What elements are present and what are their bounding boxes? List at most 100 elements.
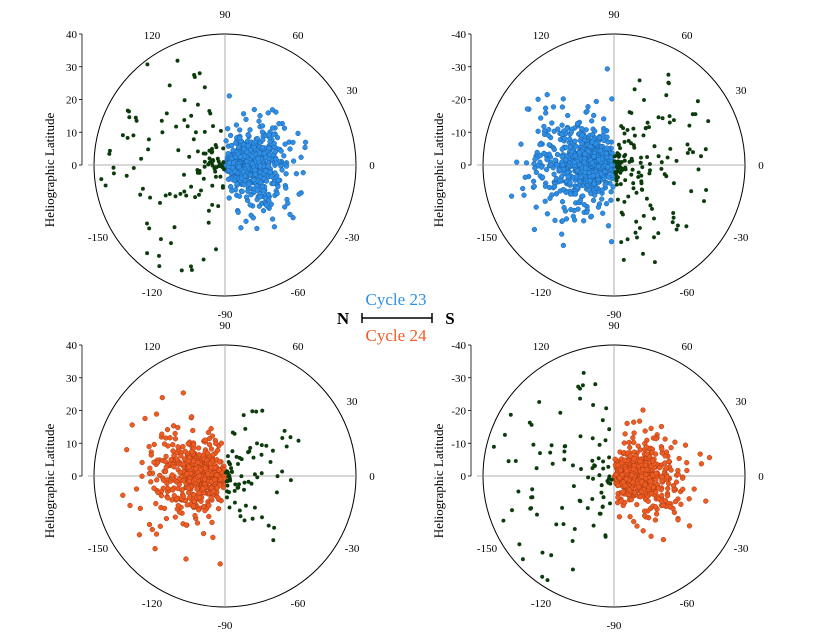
data-point-cycle23: [572, 191, 579, 197]
data-point-other: [211, 158, 216, 163]
data-point-other: [506, 459, 511, 464]
data-point-cycle23: [287, 146, 293, 152]
data-point-cycle24: [623, 476, 630, 482]
data-point-other: [647, 162, 652, 167]
data-point-cycle23: [259, 145, 266, 151]
data-point-other: [222, 167, 227, 172]
data-point-other: [591, 403, 596, 408]
data-point-cycle23: [571, 159, 577, 166]
data-point-other: [634, 235, 639, 240]
data-point-cycle23: [606, 174, 612, 180]
data-point-cycle24: [618, 498, 624, 504]
data-point-cycle23: [261, 150, 268, 156]
data-point-other: [640, 165, 645, 170]
data-point-cycle24: [630, 435, 636, 441]
data-point-cycle23: [601, 116, 607, 122]
data-point-other: [530, 487, 535, 492]
angle-tick-label: 90: [220, 9, 232, 21]
data-point-other: [147, 226, 152, 231]
data-point-other: [99, 177, 104, 182]
data-point-cycle24: [653, 477, 659, 483]
data-point-other: [192, 72, 197, 77]
data-point-other: [571, 484, 576, 489]
data-point-other: [570, 463, 575, 468]
data-point-cycle24: [196, 494, 202, 500]
data-point-cycle24: [142, 415, 148, 422]
data-point-other: [169, 241, 174, 246]
data-point-cycle24: [186, 464, 192, 470]
data-point-cycle23: [545, 132, 551, 138]
data-point-cycle24: [626, 439, 632, 446]
data-point-cycle23: [543, 110, 549, 116]
angle-tick-label: 60: [293, 341, 305, 353]
data-point-cycle24: [653, 511, 660, 517]
data-point-cycle24: [193, 466, 199, 472]
angle-tick-label: -30: [734, 543, 749, 555]
data-point-cycle23: [552, 157, 558, 163]
radial-tick-label: 20: [66, 406, 78, 418]
data-point-cycle24: [686, 523, 693, 529]
data-point-cycle24: [659, 446, 665, 452]
data-point-cycle23: [595, 163, 601, 170]
data-point-other: [516, 489, 521, 494]
data-point-other: [174, 124, 179, 129]
data-point-cycle24: [617, 467, 624, 473]
data-point-cycle24: [170, 448, 176, 454]
angle-tick-label: -90: [607, 620, 622, 632]
data-point-cycle23: [572, 153, 578, 159]
angle-tick-label: -90: [218, 620, 233, 632]
data-point-cycle24: [152, 546, 158, 552]
data-point-cycle24: [202, 437, 208, 443]
data-point-other: [640, 187, 645, 192]
y-axis-label: Heliographic Latitude: [431, 424, 446, 539]
data-point-other: [639, 173, 644, 178]
data-point-cycle24: [191, 498, 197, 505]
data-point-cycle24: [127, 502, 133, 509]
data-point-cycle24: [180, 493, 187, 499]
data-point-other: [656, 115, 661, 120]
data-point-other: [111, 171, 116, 176]
data-point-cycle23: [610, 184, 616, 190]
data-point-cycle23: [567, 180, 573, 186]
data-point-other: [103, 183, 108, 188]
data-point-cycle24: [204, 450, 211, 456]
data-point-cycle24: [161, 505, 168, 512]
data-point-other: [124, 173, 129, 178]
data-point-cycle24: [666, 458, 672, 464]
radial-tick-label: 10: [66, 438, 78, 450]
data-point-other: [206, 220, 211, 225]
data-point-cycle23: [555, 126, 561, 132]
data-point-other: [238, 514, 243, 519]
data-point-other: [598, 511, 603, 516]
data-point-cycle23: [256, 150, 263, 156]
angle-tick-label: -150: [88, 232, 109, 244]
data-point-cycle24: [622, 457, 628, 463]
radial-tick-label: 0: [461, 471, 467, 483]
data-point-cycle24: [631, 518, 637, 525]
data-point-cycle23: [601, 128, 607, 135]
data-point-other: [243, 503, 248, 508]
data-point-cycle24: [650, 484, 657, 490]
data-point-other: [173, 194, 178, 199]
data-point-cycle24: [210, 488, 217, 495]
data-point-other: [618, 166, 623, 171]
data-point-other: [237, 455, 242, 460]
data-point-cycle24: [640, 466, 646, 473]
angle-tick-label: -120: [142, 287, 163, 299]
data-point-cycle23: [279, 167, 285, 173]
radial-tick-label: 0: [72, 471, 78, 483]
data-point-cycle23: [282, 204, 288, 210]
data-point-other: [126, 109, 131, 114]
data-point-other: [619, 240, 624, 245]
data-point-other: [666, 72, 671, 77]
data-point-cycle24: [213, 440, 219, 447]
data-point-other: [159, 118, 164, 123]
data-point-other: [202, 85, 207, 90]
data-point-cycle24: [645, 498, 651, 504]
data-point-cycle24: [206, 442, 213, 448]
data-point-cycle23: [245, 188, 251, 194]
data-point-cycle24: [184, 502, 190, 508]
data-point-cycle24: [697, 451, 703, 457]
data-point-cycle23: [265, 163, 271, 169]
data-point-cycle23: [560, 242, 567, 249]
